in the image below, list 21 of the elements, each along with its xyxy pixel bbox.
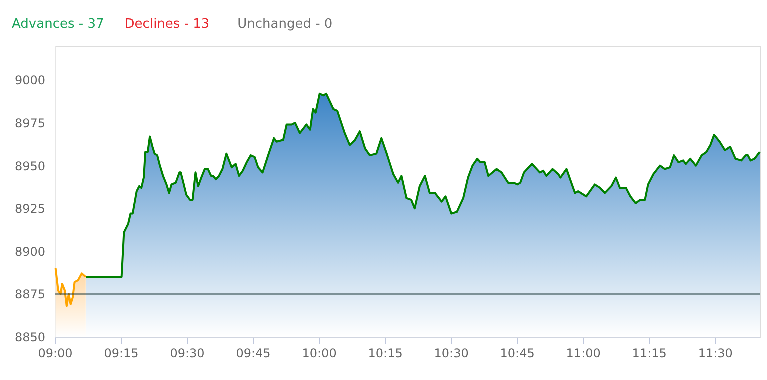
y-tick-label: 8900 [14, 244, 46, 259]
x-tick-label: 11:00 [566, 346, 601, 360]
text: Advances - 37 [12, 17, 104, 32]
y-tick-label: 8875 [14, 288, 46, 302]
x-tick-label: 09:15 [104, 346, 139, 360]
text: Declines - 13 [124, 17, 210, 32]
y-tick-label: 8850 [14, 330, 46, 344]
x-tick-label: 11:15 [632, 346, 667, 360]
x-tick-label: 09:00 [38, 346, 73, 360]
x-tick-label: 10:15 [368, 346, 403, 360]
x-tick-label: 10:00 [302, 346, 337, 360]
x-tick-label: 09:45 [236, 346, 271, 360]
y-tick-label: 8975 [14, 116, 46, 131]
y-tick-label: 8925 [14, 202, 46, 216]
x-tick-label: 10:30 [434, 346, 469, 360]
y-tick-label: 9000 [14, 74, 46, 88]
x-tick-label: 10:45 [500, 346, 535, 360]
y-tick-label: 8950 [14, 159, 46, 174]
x-tick-label: 11:30 [698, 346, 733, 360]
text: Unchanged - 0 [238, 17, 333, 32]
x-tick-label: 09:30 [170, 346, 205, 360]
